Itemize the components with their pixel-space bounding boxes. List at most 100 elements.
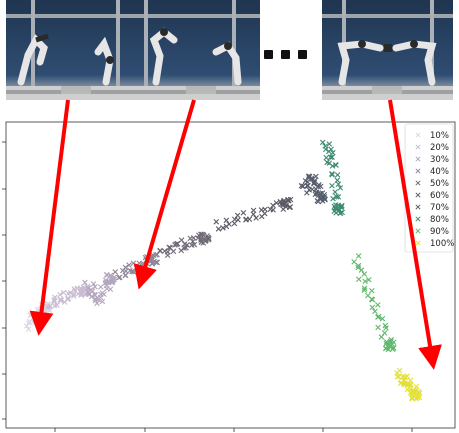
scatter-point xyxy=(70,291,77,298)
scatter-point xyxy=(387,343,394,349)
scatter-point xyxy=(407,377,414,384)
scatter-point xyxy=(90,281,97,287)
scatter-point xyxy=(362,278,368,285)
scatter-point xyxy=(408,382,414,388)
scatter-point xyxy=(332,205,338,211)
scatter-point xyxy=(409,395,416,402)
scatter-point xyxy=(313,173,319,180)
scatter-point xyxy=(54,302,60,308)
legend-label: 60% xyxy=(430,191,449,201)
scatter-point xyxy=(339,209,345,216)
legend-marker xyxy=(415,240,421,246)
scatter-point xyxy=(337,185,344,191)
scatter-point xyxy=(190,235,197,241)
scatter-point xyxy=(283,202,290,208)
scatter-point xyxy=(329,170,335,177)
scatter-point xyxy=(126,262,132,268)
scatter-point xyxy=(105,278,112,285)
scatter-point xyxy=(151,258,157,265)
scatter-point xyxy=(77,286,84,292)
scatter-point xyxy=(234,212,241,219)
legend-marker xyxy=(415,204,421,210)
scatter-point xyxy=(333,210,339,216)
legend-label: 50% xyxy=(430,179,449,189)
scatter-point xyxy=(240,210,247,216)
scatter-point xyxy=(261,210,268,217)
scatter-point xyxy=(97,284,104,290)
scatter-point xyxy=(89,288,96,294)
legend-marker xyxy=(415,192,421,198)
frame-end xyxy=(322,0,453,100)
scatter-point xyxy=(70,293,77,299)
scatter-point xyxy=(220,225,226,231)
scatter-point xyxy=(107,286,114,292)
scatter-point xyxy=(57,291,63,298)
scatter-point xyxy=(335,181,342,187)
scatter-point xyxy=(395,373,402,380)
scatter-point xyxy=(334,172,341,178)
scatter-point xyxy=(223,217,230,224)
scatter-point xyxy=(314,197,321,204)
scatter-point xyxy=(378,334,385,340)
scatter-point xyxy=(60,289,67,296)
scatter-point xyxy=(322,196,328,203)
scatter-point xyxy=(334,177,341,184)
scatter-point xyxy=(94,300,100,307)
legend-label: 10% xyxy=(430,131,449,141)
scatter-point xyxy=(319,139,326,146)
scatter-point xyxy=(338,204,344,211)
scatter-point xyxy=(287,204,293,211)
scatter-point xyxy=(23,323,30,329)
scatter-point xyxy=(246,216,253,222)
scatter-point xyxy=(383,345,389,351)
scatter-point xyxy=(333,194,340,200)
scatter-point xyxy=(323,146,329,153)
arrow-end xyxy=(388,99,442,370)
scatter-point xyxy=(355,262,362,269)
scatter-point xyxy=(112,269,119,275)
scatter-point xyxy=(57,297,64,304)
scatter-point xyxy=(372,308,378,315)
scatter-point xyxy=(375,324,381,331)
scatter-point xyxy=(361,287,368,293)
scatter-point xyxy=(203,237,210,243)
scatter-point xyxy=(409,394,415,401)
legend-label: 80% xyxy=(430,215,449,225)
scatter-point xyxy=(213,219,220,225)
scatter-point xyxy=(410,390,417,396)
robot-arms-start-icon xyxy=(6,0,260,100)
scatter-point xyxy=(122,264,129,271)
scatter-point xyxy=(326,141,333,147)
scatter-point xyxy=(167,244,173,251)
scatter-point xyxy=(110,276,116,283)
scatter-point xyxy=(313,186,319,192)
scatter-point xyxy=(273,200,280,206)
scatter-point xyxy=(329,154,335,160)
scatter-point xyxy=(281,197,287,204)
legend-marker xyxy=(415,228,421,234)
robot-arms-end-icon xyxy=(322,0,453,100)
scatter-point xyxy=(304,182,310,189)
scatter-point xyxy=(92,284,98,290)
x-ticks xyxy=(54,428,413,432)
legend-marker xyxy=(415,180,421,186)
scatter-point xyxy=(402,374,409,381)
scatter-point xyxy=(313,189,320,195)
arrow-start xyxy=(29,99,70,336)
scatter-point xyxy=(366,276,372,283)
scatter-point xyxy=(47,303,53,310)
scatter-point xyxy=(369,304,376,311)
scatter-point xyxy=(101,291,107,298)
scatter-point xyxy=(369,287,375,294)
legend-marker xyxy=(415,156,421,162)
scatter-point xyxy=(358,267,365,273)
legend-marker xyxy=(415,168,421,174)
scatter-point xyxy=(305,173,312,179)
plot-frame xyxy=(5,121,456,429)
scatter-point xyxy=(165,249,171,255)
legend-label: 90% xyxy=(430,227,449,237)
scatter-point xyxy=(416,390,423,397)
scatter-point xyxy=(332,161,339,168)
scatter-point xyxy=(328,146,334,153)
